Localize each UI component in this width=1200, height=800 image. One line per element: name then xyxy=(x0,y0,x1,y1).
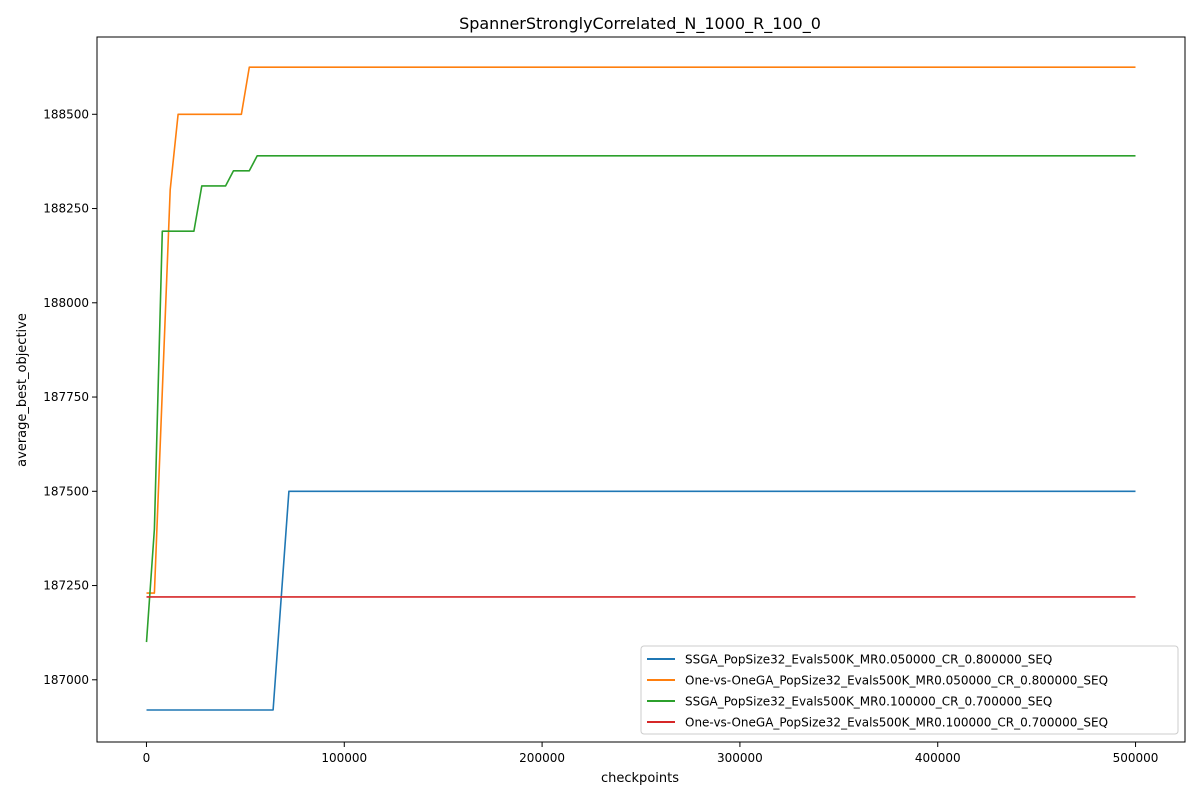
y-tick-label: 188000 xyxy=(43,296,89,310)
y-tick-label: 188500 xyxy=(43,107,89,121)
chart-title: SpannerStronglyCorrelated_N_1000_R_100_0 xyxy=(459,14,821,34)
legend: SSGA_PopSize32_Evals500K_MR0.050000_CR_0… xyxy=(640,645,1179,735)
y-axis: 187000 187250 187500 187750 188000 188250 1885… xyxy=(43,107,97,687)
series-line-3 xyxy=(145,155,1136,643)
y-tick-label: 187500 xyxy=(43,484,89,498)
legend-entry: SSGA_PopSize32_Evals500K_MR0.050000_CR_0… xyxy=(685,653,1052,667)
y-tick-label: 187250 xyxy=(43,579,89,593)
series-line-2 xyxy=(146,66,1136,594)
y-tick-label: 188250 xyxy=(43,202,89,216)
x-tick-label: 400000 xyxy=(915,751,961,765)
x-tick-label: 300000 xyxy=(717,751,763,765)
legend-box xyxy=(640,645,1179,735)
x-axis-label: checkpoints xyxy=(601,771,679,786)
legend-entry: SSGA_PopSize32_Evals500K_MR0.100000_CR_0… xyxy=(685,695,1052,709)
x-axis: 0 100000 200000 300000 400000 500000 xyxy=(143,742,1159,765)
legend-entry: One-vs-OneGA_PopSize32_Evals500K_MR0.050… xyxy=(685,674,1108,688)
x-tick-label: 100000 xyxy=(321,751,367,765)
plot-frame xyxy=(96,36,1186,743)
series-line-1 xyxy=(146,490,1136,711)
y-axis-label: average_best_objective xyxy=(15,313,30,467)
plot-area xyxy=(145,66,1136,711)
x-tick-label: 500000 xyxy=(1113,751,1159,765)
x-tick-label: 0 xyxy=(143,751,151,765)
legend-entry: One-vs-OneGA_PopSize32_Evals500K_MR0.100… xyxy=(685,716,1108,730)
x-tick-label: 200000 xyxy=(519,751,565,765)
y-tick-label: 187750 xyxy=(43,390,89,404)
y-tick-label: 187000 xyxy=(43,673,89,687)
